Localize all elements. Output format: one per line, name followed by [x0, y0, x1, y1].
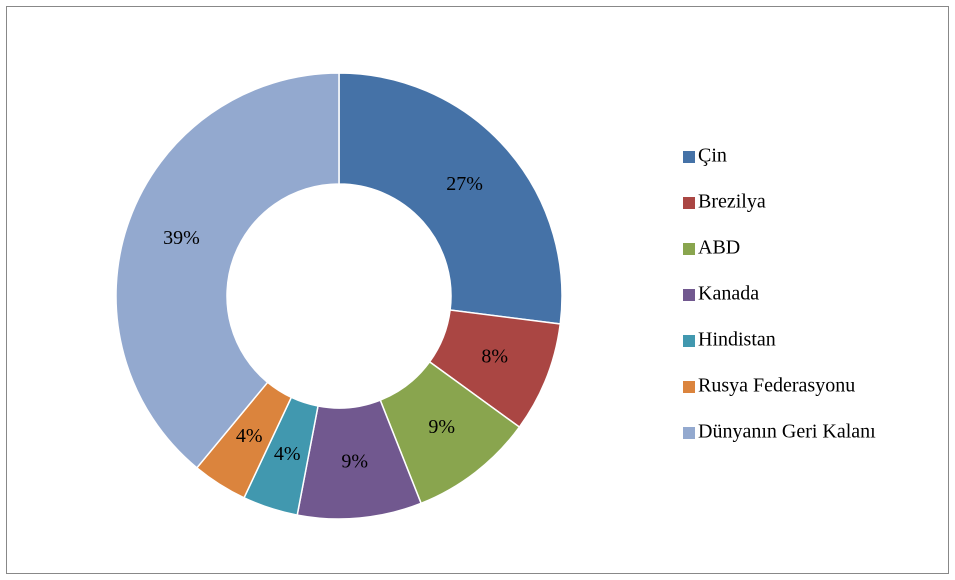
legend-swatch	[683, 381, 695, 393]
donut-slice	[115, 72, 340, 469]
data-label: 9%	[341, 450, 368, 472]
legend-swatch	[683, 335, 695, 347]
data-label: 39%	[163, 227, 200, 249]
legend-swatch	[683, 289, 695, 301]
legend-label: Dünyanın Geri Kalanı	[698, 421, 876, 443]
legend-label: Çin	[698, 145, 727, 167]
legend-label: ABD	[698, 237, 740, 259]
data-label: 4%	[274, 443, 301, 465]
legend-label: Hindistan	[698, 329, 776, 351]
legend-swatch	[683, 427, 695, 439]
legend-label: Brezilya	[698, 191, 766, 213]
donut-slice	[338, 72, 563, 325]
data-label: 27%	[446, 173, 483, 195]
data-label: 4%	[236, 425, 263, 447]
legend-label: Rusya Federasyonu	[698, 375, 855, 397]
legend-swatch	[683, 243, 695, 255]
legend-label: Kanada	[698, 283, 759, 305]
legend-swatch	[683, 151, 695, 163]
legend-swatch	[683, 197, 695, 209]
data-label: 9%	[428, 416, 455, 438]
data-label: 8%	[481, 345, 508, 367]
